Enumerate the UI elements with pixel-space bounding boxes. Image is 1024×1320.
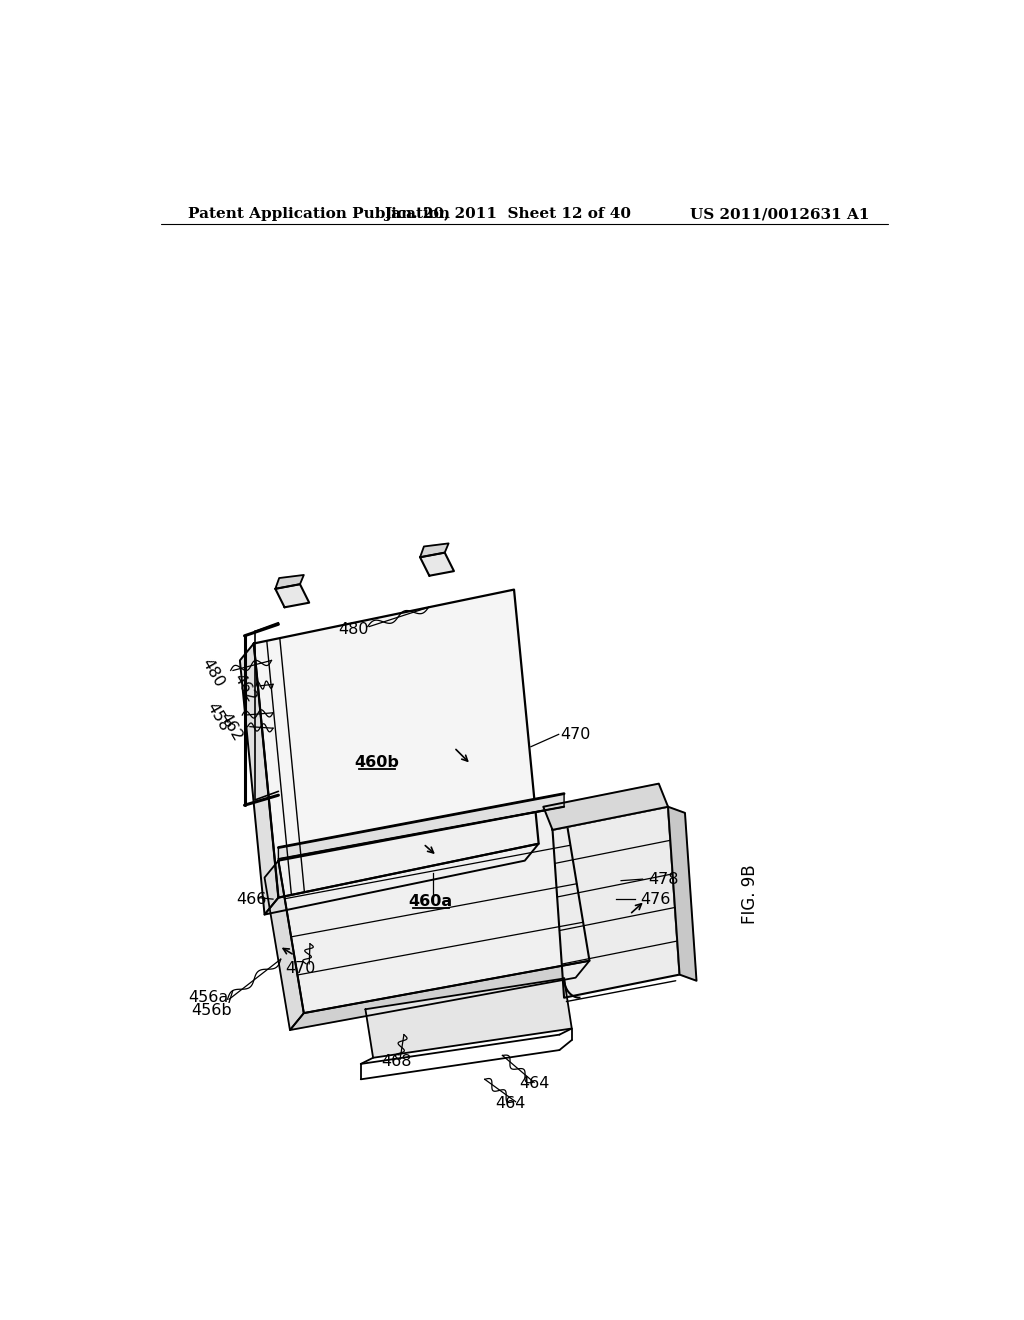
Text: 464: 464 bbox=[519, 1076, 550, 1092]
Polygon shape bbox=[544, 784, 668, 830]
Text: 456b: 456b bbox=[191, 1003, 231, 1018]
Polygon shape bbox=[275, 576, 304, 589]
Polygon shape bbox=[553, 807, 680, 998]
Text: Patent Application Publication: Patent Application Publication bbox=[188, 207, 451, 222]
Text: 460a: 460a bbox=[409, 894, 453, 909]
Text: 456a/: 456a/ bbox=[188, 990, 234, 1006]
Text: 480: 480 bbox=[339, 622, 369, 638]
Text: 458: 458 bbox=[204, 700, 231, 734]
Polygon shape bbox=[279, 793, 564, 859]
Polygon shape bbox=[264, 843, 539, 915]
Text: 462: 462 bbox=[230, 672, 259, 705]
Polygon shape bbox=[264, 861, 304, 1030]
Polygon shape bbox=[420, 553, 454, 576]
Polygon shape bbox=[366, 978, 571, 1057]
Text: 478: 478 bbox=[648, 873, 679, 887]
Text: 460b: 460b bbox=[354, 755, 399, 771]
Text: US 2011/0012631 A1: US 2011/0012631 A1 bbox=[690, 207, 869, 222]
Polygon shape bbox=[254, 590, 539, 898]
Polygon shape bbox=[279, 807, 590, 1014]
Text: 464: 464 bbox=[495, 1096, 525, 1110]
Text: 480: 480 bbox=[199, 656, 227, 690]
Text: 470: 470 bbox=[285, 961, 315, 975]
Polygon shape bbox=[240, 644, 279, 915]
Text: 470: 470 bbox=[560, 727, 591, 742]
Text: 468: 468 bbox=[382, 1055, 413, 1069]
Polygon shape bbox=[420, 544, 449, 557]
Text: 466: 466 bbox=[237, 891, 266, 907]
Polygon shape bbox=[290, 961, 590, 1030]
Text: FIG. 9B: FIG. 9B bbox=[741, 863, 760, 924]
Polygon shape bbox=[668, 807, 696, 981]
Polygon shape bbox=[275, 585, 309, 607]
Text: Jan. 20, 2011  Sheet 12 of 40: Jan. 20, 2011 Sheet 12 of 40 bbox=[384, 207, 632, 222]
Text: 462: 462 bbox=[216, 710, 245, 743]
Text: 476: 476 bbox=[640, 892, 671, 907]
